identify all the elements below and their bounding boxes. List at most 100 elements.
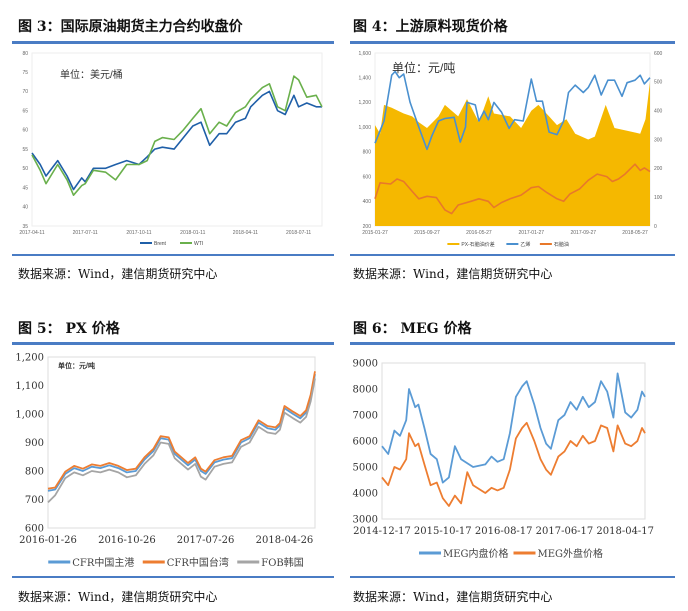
legend-label: CFR中国主港 <box>72 556 134 569</box>
y-tick-label: 1,000 <box>358 125 371 131</box>
divider <box>12 576 334 578</box>
y-tick-label: 1,200 <box>15 353 44 364</box>
x-tick-label: 2017-07-26 <box>177 535 235 546</box>
figure-3-source: 数据来源：Wind，建信期货研究中心 <box>18 267 218 281</box>
legend-label: WTI <box>194 241 203 247</box>
legend-label: 乙烯 <box>520 241 530 248</box>
y-tick-label: 200 <box>363 224 372 230</box>
unit-label: 单位：美元/桶 <box>60 68 123 81</box>
series-line-1 <box>374 70 651 151</box>
x-tick-label: 2017-01-27 <box>519 230 545 236</box>
y2-tick-label: 100 <box>654 195 663 201</box>
unit-label: 单位：元/吨 <box>392 60 455 75</box>
x-tick-label: 2018-04-11 <box>233 230 258 236</box>
x-tick-label: 2018-05-27 <box>622 230 648 236</box>
series-line-1 <box>381 421 646 507</box>
x-tick-label: 2018-07-11 <box>286 230 311 236</box>
x-tick-label: 2018-04-26 <box>256 535 314 546</box>
series-line-1 <box>47 371 316 490</box>
y-tick-label: 50 <box>22 166 28 172</box>
y2-tick-label: 500 <box>654 80 663 86</box>
series-line-0 <box>31 90 322 191</box>
y-tick-label: 45 <box>22 185 28 191</box>
divider <box>350 342 675 345</box>
x-tick-label: 2014-12-17 <box>353 526 411 537</box>
x-tick-label: 2015-10-17 <box>414 526 472 537</box>
divider <box>12 41 334 44</box>
y-tick-label: 1,100 <box>15 381 44 392</box>
legend-label: CFR中国台湾 <box>167 556 229 569</box>
figure-3-title: 图 3：国际原油期货主力合约收盘价 <box>18 19 243 35</box>
y-tick-label: 65 <box>22 108 28 114</box>
series-line-2 <box>374 163 651 215</box>
x-tick-label: 2017-09-27 <box>570 230 596 236</box>
divider <box>350 254 675 256</box>
y-tick-label: 800 <box>363 150 372 156</box>
divider <box>350 576 675 578</box>
y-tick-label: 1,000 <box>15 410 44 421</box>
y-tick-label: 5000 <box>353 463 378 474</box>
y-tick-label: 75 <box>22 70 28 76</box>
y-tick-label: 70 <box>22 89 28 95</box>
figure-4-source: 数据来源：Wind，建信期货研究中心 <box>353 267 553 281</box>
y-tick-label: 7000 <box>353 411 378 422</box>
figure-5-source: 数据来源：Wind，建信期货研究中心 <box>18 590 218 604</box>
y-tick-label: 400 <box>363 199 372 205</box>
figure-6-title: 图 6： MEG 价格 <box>353 321 472 337</box>
y-tick-label: 9000 <box>353 359 378 370</box>
legend-label: MEG内盘价格 <box>443 547 509 560</box>
y-tick-label: 6000 <box>353 437 378 448</box>
series-line-2 <box>47 378 316 504</box>
figure-5-title: 图 5： PX 价格 <box>18 321 120 337</box>
x-tick-label: 2017-06-17 <box>536 526 594 537</box>
divider <box>12 342 334 345</box>
y-tick-label: 600 <box>363 174 372 180</box>
series-line-0 <box>381 372 646 484</box>
plot-area <box>47 356 316 529</box>
x-tick-label: 2016-08-17 <box>475 526 533 537</box>
x-tick-label: 2017-10-11 <box>126 230 151 236</box>
y-tick-label: 900 <box>25 438 44 449</box>
legend-label: PX-石脑油价差 <box>461 241 494 248</box>
y2-tick-label: 300 <box>654 137 663 143</box>
x-tick-label: 2016-10-26 <box>98 535 156 546</box>
y2-tick-label: 0 <box>654 224 657 230</box>
plot-area <box>381 362 646 520</box>
y-tick-label: 8000 <box>353 385 378 396</box>
y-tick-label: 700 <box>25 495 44 506</box>
y-tick-label: 1,400 <box>358 75 371 81</box>
figure-6-source: 数据来源：Wind，建信期货研究中心 <box>353 590 553 604</box>
y2-tick-label: 400 <box>654 108 663 114</box>
x-tick-label: 2015-09-27 <box>414 230 440 236</box>
y-tick-label: 60 <box>22 128 28 134</box>
x-tick-label: 2017-04-11 <box>19 230 44 236</box>
x-tick-label: 2017-07-11 <box>73 230 98 236</box>
y-tick-label: 80 <box>22 51 28 57</box>
x-tick-label: 2018-01-11 <box>180 230 205 236</box>
figure-4-title: 图 4：上游原料现货价格 <box>353 19 508 35</box>
y2-tick-label: 600 <box>654 51 663 57</box>
x-tick-label: 2018-04-17 <box>596 526 654 537</box>
legend-label: Brent <box>154 241 167 247</box>
series-area-0 <box>375 81 650 226</box>
y-tick-label: 1,600 <box>358 51 371 57</box>
y2-tick-label: 200 <box>654 166 663 172</box>
divider <box>350 41 675 44</box>
plot-area <box>31 52 323 227</box>
y-tick-label: 40 <box>22 205 28 211</box>
y-tick-label: 600 <box>25 524 44 535</box>
x-tick-label: 2016-01-26 <box>19 535 77 546</box>
divider <box>12 254 334 256</box>
y-tick-label: 3000 <box>353 515 378 526</box>
series-line-1 <box>31 75 323 196</box>
y-tick-label: 35 <box>22 224 28 230</box>
y-tick-label: 800 <box>25 467 44 478</box>
unit-label: 单位：元/吨 <box>58 361 95 370</box>
legend-label: FOB韩国 <box>261 556 304 569</box>
x-tick-label: 2015-01-27 <box>362 230 388 236</box>
y-tick-label: 1,200 <box>358 100 371 106</box>
